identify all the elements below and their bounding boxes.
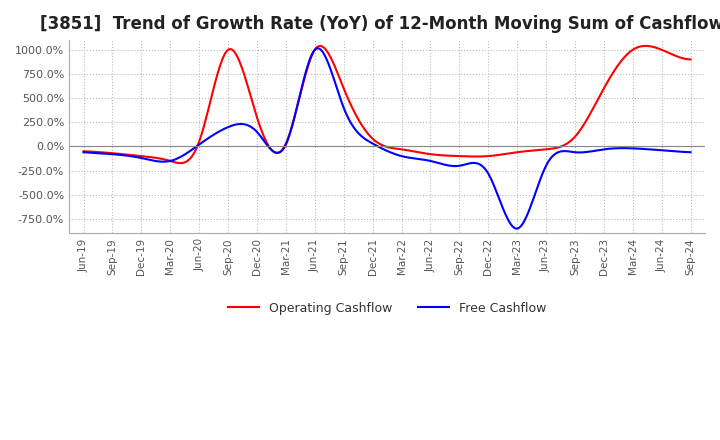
Free Cashflow — [686, 150, 695, 155]
Free Cashflow — [513, 226, 521, 231]
Operating Cashflow — [642, 43, 650, 48]
Operating Cashflow — [674, 54, 683, 59]
Line: Free Cashflow: Free Cashflow — [84, 48, 690, 229]
Operating Cashflow — [372, 139, 381, 145]
Free Cashflow — [579, 150, 588, 155]
Free Cashflow — [372, 143, 381, 148]
Free Cashflow — [442, 162, 451, 168]
Operating Cashflow — [442, 153, 451, 158]
Operating Cashflow — [686, 57, 695, 62]
Free Cashflow — [369, 141, 377, 147]
Operating Cashflow — [369, 136, 377, 142]
Free Cashflow — [79, 150, 88, 155]
Operating Cashflow — [176, 161, 185, 166]
Title: [3851]  Trend of Growth Rate (YoY) of 12-Month Moving Sum of Cashflows: [3851] Trend of Growth Rate (YoY) of 12-… — [40, 15, 720, 33]
Legend: Operating Cashflow, Free Cashflow: Operating Cashflow, Free Cashflow — [223, 297, 552, 320]
Operating Cashflow — [409, 149, 418, 154]
Free Cashflow — [314, 46, 323, 51]
Operating Cashflow — [79, 149, 88, 154]
Free Cashflow — [674, 149, 683, 154]
Operating Cashflow — [578, 125, 587, 130]
Free Cashflow — [409, 156, 418, 161]
Line: Operating Cashflow: Operating Cashflow — [84, 46, 690, 163]
